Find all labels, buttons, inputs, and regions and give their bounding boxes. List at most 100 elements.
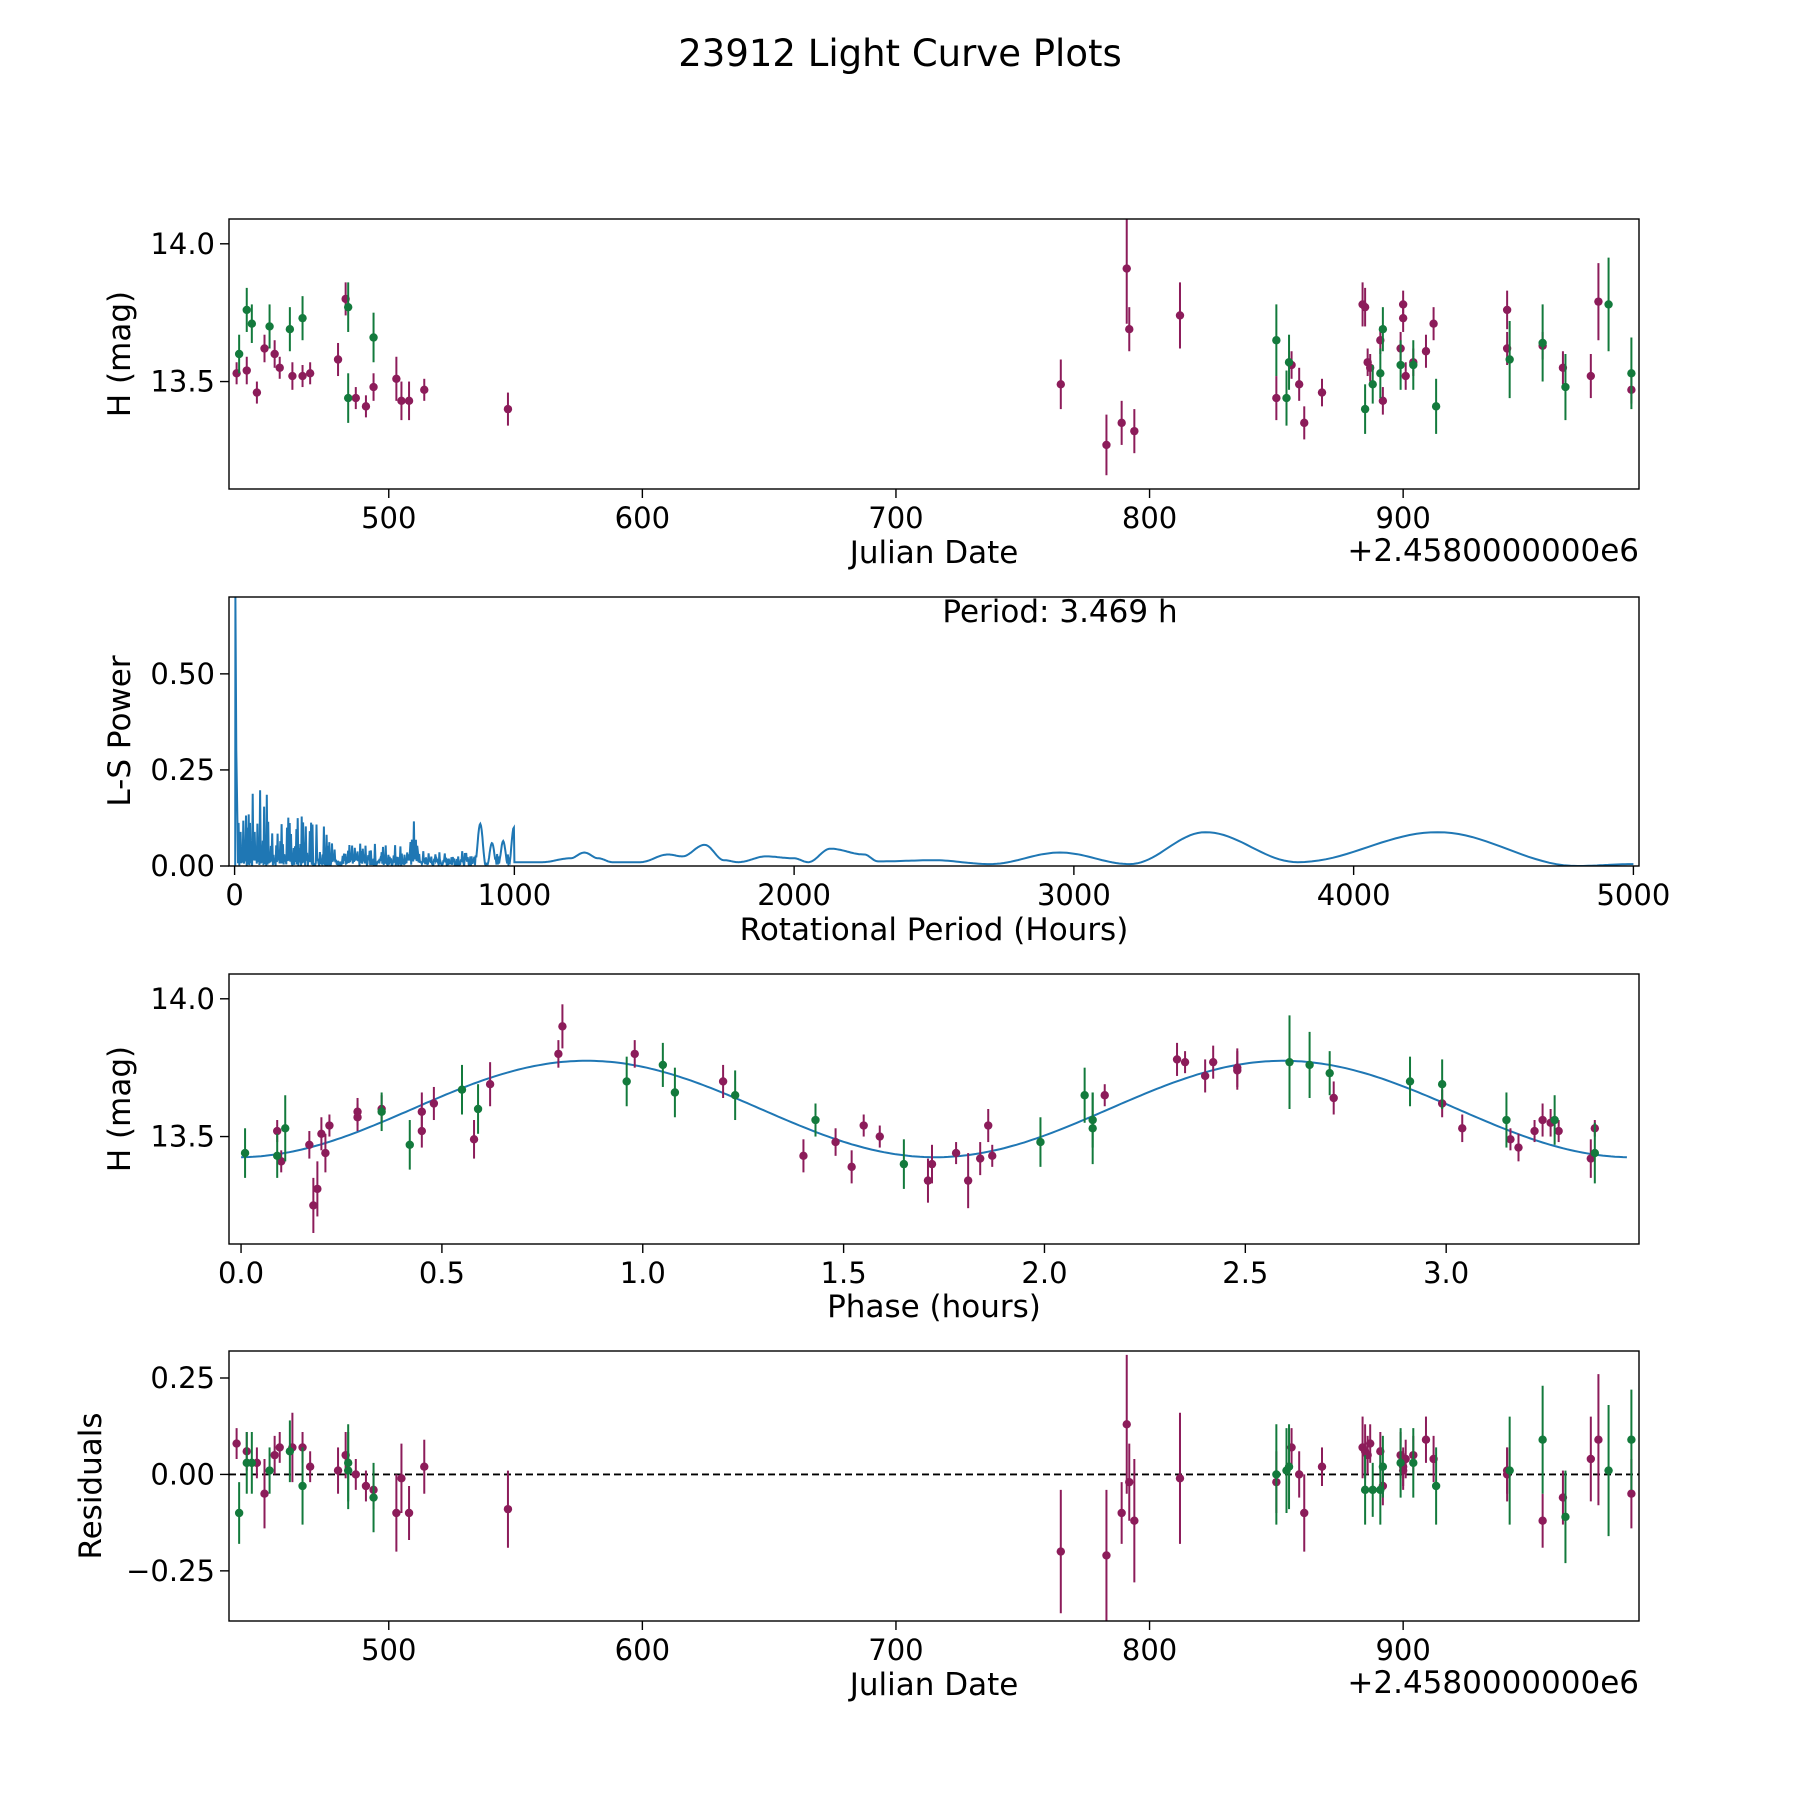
phased-x-axis-label: Phase (hours) <box>827 1289 1041 1325</box>
phased-light-curve-panel: 0.0 0.5 1.0 1.5 2.0 2.5 3.0 13.5 14.0 Phase (hou… <box>102 973 1640 1325</box>
residuals-data-point <box>1561 1512 1570 1522</box>
phased-x-tick-label: 2.0 <box>1021 1256 1067 1290</box>
period-annotation: Period: 3.469 h <box>942 594 1177 630</box>
residuals-data-point <box>1360 1485 1370 1495</box>
raw-x-offset-label: +2.4580000000e6 <box>1347 533 1639 569</box>
residuals-data-point <box>1284 1462 1294 1471</box>
raw-data-point <box>260 344 269 353</box>
raw-data-point <box>1284 358 1294 367</box>
residuals-x-tick-label: 600 <box>615 1633 670 1667</box>
residuals-data-point <box>305 1462 315 1471</box>
raw-data-point <box>1561 382 1570 392</box>
phased-data-point <box>405 1140 414 1150</box>
residuals-data-point <box>392 1508 401 1518</box>
residuals-data-point <box>1125 1477 1134 1487</box>
residuals-data-point <box>232 1439 241 1448</box>
phased-y-axis-label: H (mag) <box>102 1046 138 1172</box>
raw-data-point <box>343 393 353 403</box>
raw-data-point <box>298 313 307 323</box>
raw-plot-layer <box>232 219 1636 476</box>
residuals-data-point <box>270 1450 279 1460</box>
residuals-panel: 500 600 700 800 900 −0.25 0.00 0.25 Julian Date… <box>73 1350 1640 1703</box>
phased-data-point <box>1088 1124 1097 1133</box>
periodogram-x-tick-label: 1000 <box>477 878 551 912</box>
figure-title: 23912 Light Curve Plots <box>678 32 1122 75</box>
phased-data-point <box>1590 1148 1600 1158</box>
residuals-data-point <box>1368 1485 1377 1495</box>
phased-data-point <box>1325 1068 1334 1078</box>
phased-data-point <box>1506 1135 1515 1144</box>
residuals-data-point <box>1130 1516 1139 1525</box>
periodogram-y-tick-label: 0.50 <box>150 657 215 691</box>
raw-data-point <box>265 322 274 331</box>
phased-data-point <box>622 1077 631 1086</box>
residuals-data-point <box>333 1466 343 1475</box>
phased-data-point <box>1172 1055 1182 1064</box>
phased-data-point <box>1502 1115 1511 1125</box>
residuals-data-point <box>1317 1462 1327 1471</box>
residuals-data-point <box>247 1458 257 1468</box>
raw-data-point <box>1102 440 1111 450</box>
raw-data-point <box>1360 404 1370 414</box>
phased-data-point <box>984 1121 993 1130</box>
phased-data-point <box>273 1126 282 1136</box>
residuals-data-point <box>1538 1516 1547 1525</box>
phased-data-point <box>353 1113 362 1122</box>
residuals-data-point <box>1505 1466 1514 1475</box>
raw-data-point <box>369 382 378 392</box>
raw-data-point <box>298 371 307 381</box>
phased-data-point <box>305 1140 314 1150</box>
phased-data-point <box>1208 1057 1218 1067</box>
periodogram-x-tick-label: 4000 <box>1317 878 1391 912</box>
residuals-data-point <box>260 1489 269 1498</box>
periodogram-x-tick-label: 3000 <box>1037 878 1111 912</box>
phased-plot-layer <box>240 1004 1627 1233</box>
raw-data-point <box>270 349 279 359</box>
periodogram-x-axis-label: Rotational Period (Hours) <box>740 912 1129 948</box>
raw-x-tick-label: 900 <box>1375 501 1430 535</box>
residuals-data-point <box>1421 1435 1431 1444</box>
residuals-data-point <box>1396 1458 1405 1468</box>
phased-data-point <box>321 1148 330 1158</box>
periodogram-axes-frame <box>228 596 1640 867</box>
phased-data-point <box>469 1135 479 1144</box>
raw-data-point <box>1398 313 1408 323</box>
raw-data-point <box>288 371 297 381</box>
phased-data-point <box>1405 1077 1415 1086</box>
phased-series-green <box>240 1015 1600 1189</box>
phased-data-point <box>963 1176 973 1185</box>
phased-fit-curve <box>241 1059 1627 1159</box>
residuals-data-point <box>361 1481 371 1491</box>
residuals-x-axis-label: Julian Date <box>848 1667 1019 1703</box>
residuals-data-point <box>1365 1439 1375 1448</box>
residuals-data-point <box>265 1466 274 1475</box>
phased-data-point <box>859 1121 868 1130</box>
raw-x-tick-label: 600 <box>615 501 670 535</box>
phased-data-point <box>927 1159 937 1169</box>
raw-y-tick-label: 14.0 <box>150 227 215 261</box>
phased-data-point <box>417 1107 427 1116</box>
residuals-data-point <box>1604 1466 1613 1475</box>
residuals-data-point <box>1056 1547 1065 1556</box>
phased-data-point <box>1100 1091 1109 1100</box>
phased-data-point <box>377 1107 386 1116</box>
raw-data-point <box>404 396 414 406</box>
periodogram-panel: 0 1000 2000 3000 4000 5000 0.00 0.25 0.50 Period… <box>102 594 1670 948</box>
phased-data-point <box>847 1162 856 1172</box>
residuals-data-point <box>1102 1551 1111 1560</box>
residuals-data-point <box>1409 1458 1418 1468</box>
phased-data-point <box>429 1099 439 1108</box>
phased-series-maroon <box>273 1004 1600 1233</box>
phased-data-point <box>988 1151 997 1161</box>
raw-data-point <box>252 388 262 397</box>
phased-data-point <box>309 1201 318 1210</box>
phased-x-tick-label: 0.5 <box>419 1256 465 1290</box>
phased-x-tick-label: 1.0 <box>620 1256 666 1290</box>
raw-data-point <box>1431 402 1441 411</box>
phased-data-point <box>1305 1060 1314 1070</box>
periodogram-x-tick-label: 5000 <box>1596 878 1670 912</box>
phased-data-point <box>558 1022 567 1031</box>
residuals-x-offset-label: +2.4580000000e6 <box>1347 1665 1639 1701</box>
phased-data-point <box>1036 1137 1045 1147</box>
